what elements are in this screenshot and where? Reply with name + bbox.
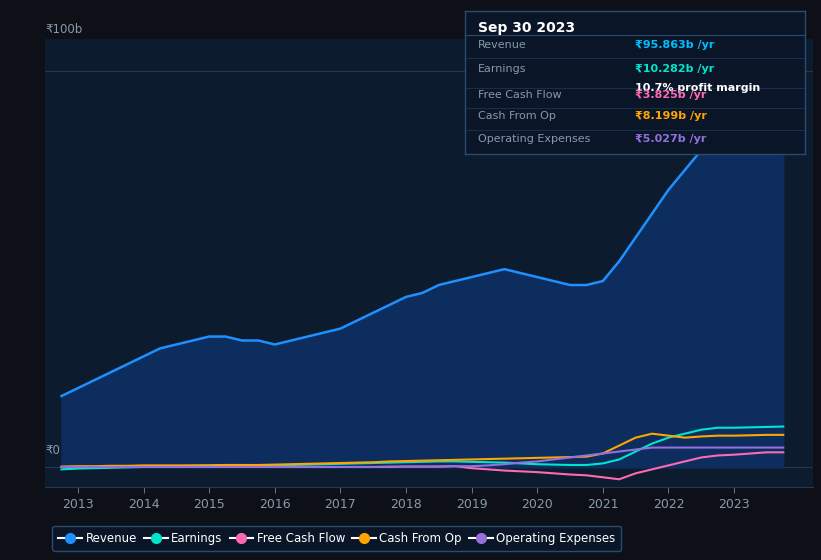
- Text: ₹10.282b /yr: ₹10.282b /yr: [635, 64, 714, 74]
- Text: Cash From Op: Cash From Op: [479, 111, 556, 121]
- Text: ₹8.199b /yr: ₹8.199b /yr: [635, 111, 707, 121]
- Text: ₹100b: ₹100b: [45, 24, 82, 36]
- Text: ₹5.027b /yr: ₹5.027b /yr: [635, 134, 706, 144]
- Text: Operating Expenses: Operating Expenses: [479, 134, 590, 144]
- Text: Sep 30 2023: Sep 30 2023: [479, 21, 576, 35]
- Text: Revenue: Revenue: [479, 40, 527, 50]
- Text: 10.7% profit margin: 10.7% profit margin: [635, 83, 760, 92]
- Text: ₹95.863b /yr: ₹95.863b /yr: [635, 40, 714, 50]
- Legend: Revenue, Earnings, Free Cash Flow, Cash From Op, Operating Expenses: Revenue, Earnings, Free Cash Flow, Cash …: [53, 526, 621, 550]
- Text: Earnings: Earnings: [479, 64, 527, 74]
- Text: ₹0: ₹0: [45, 444, 60, 458]
- Text: Free Cash Flow: Free Cash Flow: [479, 90, 562, 100]
- Text: ₹3.825b /yr: ₹3.825b /yr: [635, 90, 706, 100]
